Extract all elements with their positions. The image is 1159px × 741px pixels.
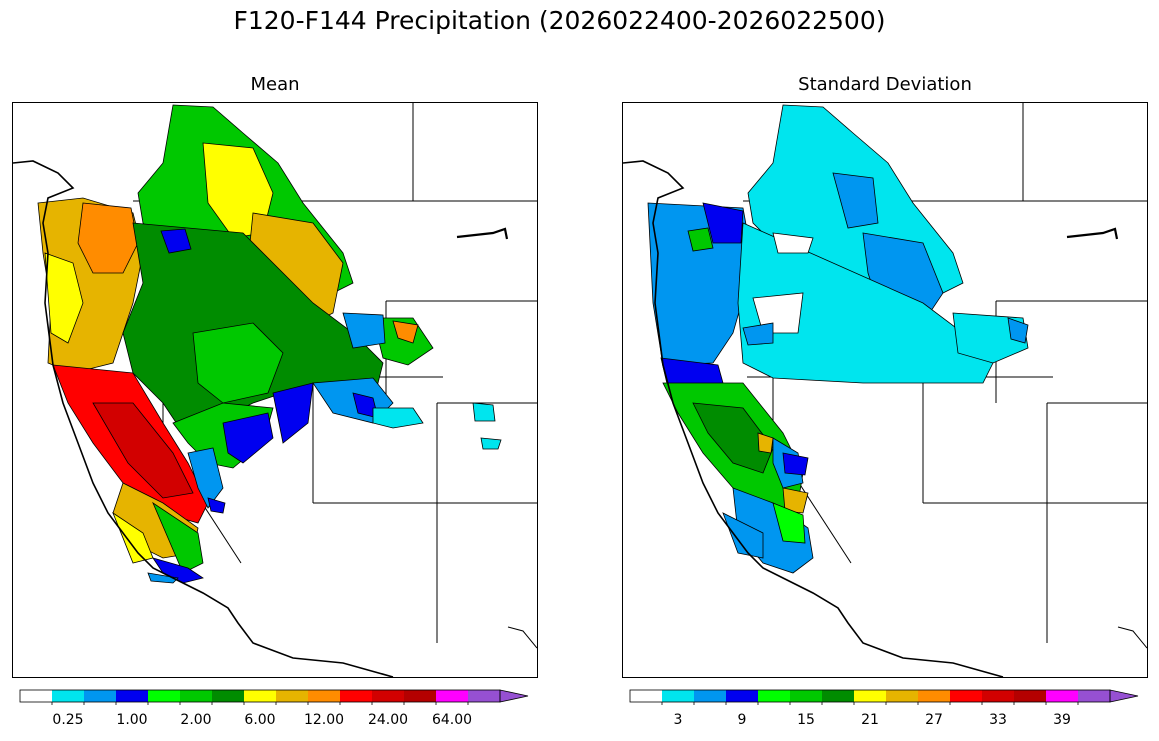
colorbar-swatch — [982, 690, 1015, 702]
colorbar-tick-label: 9 — [737, 712, 747, 728]
map-mean — [12, 102, 538, 678]
colorbar-swatch — [148, 690, 181, 702]
colorbar-swatch — [372, 690, 405, 702]
colorbar-swatch — [950, 690, 983, 702]
colorbar-mean — [19, 689, 530, 705]
colorbar-tick-label: 33 — [989, 712, 1007, 728]
colorbar-swatch — [1046, 690, 1079, 702]
colorbar-tick-label: 39 — [1053, 712, 1071, 728]
map-standard-deviation — [622, 102, 1148, 678]
colorbar-tick-label: 64.00 — [431, 712, 473, 728]
colorbar-tick-label: 3 — [673, 712, 683, 728]
colorbar-standard-deviation — [629, 689, 1140, 705]
colorbar-swatch — [404, 690, 437, 702]
colorbar-tick-label: 6.00 — [244, 712, 276, 728]
panel-title-std: Standard Deviation — [798, 74, 972, 95]
colorbar-tick-label: 27 — [925, 712, 943, 728]
colorbar-swatch — [790, 690, 823, 702]
colorbar-tick-label: 15 — [797, 712, 815, 728]
colorbar-swatch — [1078, 690, 1110, 702]
colorbar-swatch — [918, 690, 951, 702]
colorbar-swatch — [212, 690, 245, 702]
colorbar-tick-label: 24.00 — [367, 712, 409, 728]
colorbar-swatch — [822, 690, 855, 702]
colorbar-tick-label: 21 — [861, 712, 879, 728]
colorbar-swatch — [340, 690, 373, 702]
colorbar-outline — [629, 689, 1111, 703]
figure-title: F120-F144 Precipitation (2026022400-2026… — [233, 6, 886, 35]
colorbar-swatch — [436, 690, 469, 702]
colorbar-swatch — [726, 690, 759, 702]
colorbar-swatch — [662, 690, 695, 702]
colorbar-swatch — [1014, 690, 1047, 702]
colorbar-extend-arrow — [1109, 689, 1139, 703]
colorbar-swatch — [468, 690, 500, 702]
colorbar-tick-label: 1.00 — [116, 712, 148, 728]
colorbar-tick-label: 0.25 — [52, 712, 84, 728]
colorbar-tick-label: 12.00 — [303, 712, 345, 728]
colorbar-swatch — [276, 690, 309, 702]
colorbar-extend-arrow — [499, 689, 529, 703]
colorbar-swatch — [20, 690, 53, 702]
colorbar-swatch — [84, 690, 117, 702]
colorbar-swatch — [244, 690, 277, 702]
colorbar-swatch — [694, 690, 727, 702]
colorbar-tick-label: 2.00 — [180, 712, 212, 728]
colorbar-swatch — [180, 690, 213, 702]
colorbar-swatch — [52, 690, 85, 702]
colorbar-swatch — [116, 690, 149, 702]
colorbar-swatch — [630, 690, 663, 702]
colorbar-swatch — [854, 690, 887, 702]
colorbar-swatch — [308, 690, 341, 702]
colorbar-swatch — [886, 690, 919, 702]
colorbar-swatch — [758, 690, 791, 702]
colorbar-outline — [19, 689, 501, 703]
panel-title-mean: Mean — [250, 74, 300, 95]
